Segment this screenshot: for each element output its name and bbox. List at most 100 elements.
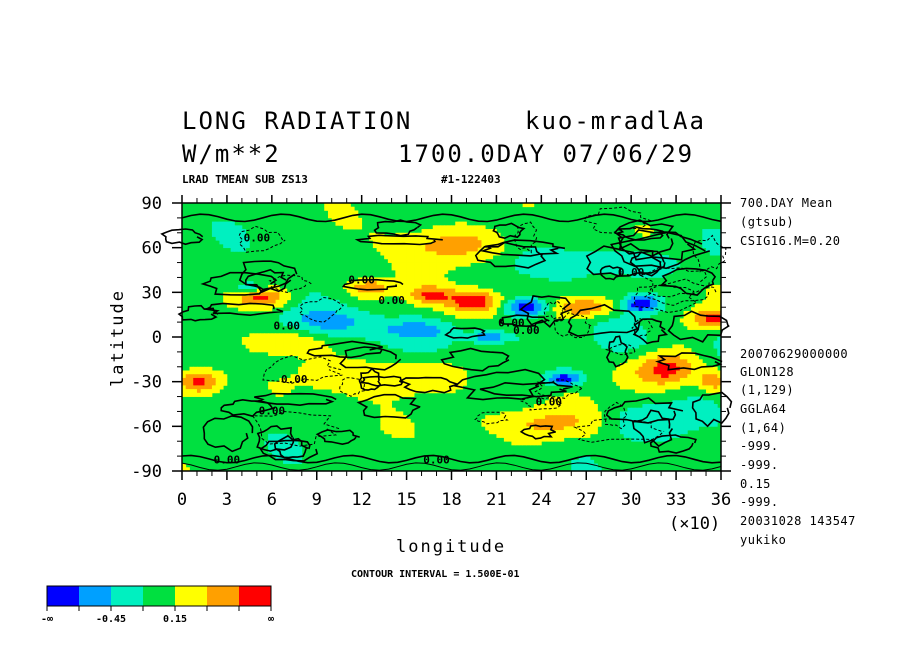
contour-value-label: 0.00: [259, 404, 286, 417]
contour-interval-label: CONTOUR INTERVAL = 1.500E-01: [351, 569, 520, 580]
y-tick-label: 30: [142, 283, 162, 303]
experiment-name: kuo-mradlAa: [525, 107, 706, 135]
contour-value-label: 0.00: [348, 273, 375, 286]
contour-value-label: 0.00: [423, 454, 450, 467]
x-tick-label: 24: [531, 490, 551, 510]
contour-line: [440, 347, 510, 372]
y-tick-label: 60: [142, 239, 162, 259]
contour-line: [631, 409, 674, 448]
contour-line: [632, 318, 669, 345]
contour-line: [572, 418, 665, 443]
side-info-top-0: 700.DAY Mean: [740, 196, 833, 210]
contour-value-label: 0.00: [513, 324, 540, 337]
x-tick-label: 30: [621, 490, 641, 510]
contour-line: [543, 300, 566, 320]
contour-line: [610, 231, 711, 270]
contour-line: [519, 295, 573, 328]
zonal-contour-line: [181, 213, 722, 223]
y-tick-label: -90: [131, 462, 162, 482]
contour-value-label: 0.00: [536, 395, 563, 408]
colorbar-label: ∞: [268, 614, 274, 625]
contour-line: [585, 242, 662, 277]
contour-line: [474, 241, 547, 269]
contour-line: [603, 401, 628, 430]
contour-line: [238, 260, 298, 294]
side-info-missing-1: -999.: [740, 439, 779, 453]
units-label: W/m**2: [182, 140, 281, 168]
side-info-missing-2: -999.: [740, 458, 779, 472]
contour-line: [498, 314, 550, 328]
contour-line: [605, 397, 684, 424]
x-tick-label: 0: [177, 490, 187, 510]
contour-line: [220, 398, 276, 418]
contour-line: [359, 375, 404, 387]
y-tick-label: 90: [142, 194, 162, 214]
contour-line: [534, 379, 583, 399]
colorbar-swatch: [47, 586, 79, 606]
side-info-ggla-range: (1,64): [740, 421, 787, 435]
variable-subtitle: LRAD TMEAN SUB ZS13: [182, 173, 308, 186]
contour-line: [160, 228, 204, 246]
contour-line: [655, 352, 723, 371]
x-tick-label: 27: [576, 490, 596, 510]
side-info-interval: 0.15: [740, 477, 771, 491]
colorbar-swatch: [175, 586, 207, 606]
contour-line: [262, 355, 343, 384]
x-tick-label: 15: [396, 490, 416, 510]
contour-value-label: 0.00: [281, 373, 308, 386]
contour-line: [315, 429, 360, 446]
colorbar-frame: [46, 585, 272, 607]
contour-line: [519, 424, 556, 440]
contour-line: [474, 411, 509, 425]
contour-line: [692, 234, 727, 273]
side-info-missing-3: -999.: [740, 495, 779, 509]
contour-line: [613, 219, 675, 258]
x-tick-label: 12: [351, 490, 371, 510]
x-tick-label: 6: [267, 490, 277, 510]
contour-line: [298, 296, 344, 323]
contour-line: [251, 410, 340, 447]
contour-line: [341, 278, 404, 291]
contour-line: [306, 340, 383, 359]
contour-line: [356, 393, 421, 419]
contour-line: [643, 278, 717, 306]
colorbar-swatch: [207, 586, 239, 606]
contour-value-label: 0.00: [378, 294, 405, 307]
side-info-ggla: GGLA64: [740, 402, 787, 416]
y-tick-label: -60: [131, 417, 162, 437]
side-info-top-2: CSIG16.M=0.20: [740, 234, 841, 248]
x-tick-label: 33: [666, 490, 686, 510]
contour-line: [629, 250, 666, 277]
contour-line: [398, 376, 458, 394]
contour-line: [617, 229, 703, 261]
contour-line: [256, 425, 295, 452]
contour-value-label: 0.00: [244, 232, 271, 245]
side-info-top-1: (gtsub): [740, 215, 795, 229]
x-tick-label: 21: [486, 490, 506, 510]
y-tick-label: -30: [131, 373, 162, 393]
zonal-contour-line: [181, 454, 722, 464]
contour-line: [339, 377, 367, 397]
contour-line: [649, 434, 697, 454]
chart-title: LONG RADIATION: [182, 107, 413, 135]
side-info-created: 20031028 143547: [740, 514, 856, 528]
run-id-subtitle: #1-122403: [441, 173, 501, 186]
colorbar-swatch: [143, 586, 175, 606]
contour-line: [492, 222, 526, 240]
contour-line: [259, 439, 319, 462]
x-tick-label: 18: [441, 490, 461, 510]
contour-line: [200, 271, 278, 296]
contour-line: [567, 303, 641, 337]
contour-value-label: 0.00: [214, 454, 241, 467]
side-info-glon-range: (1,129): [740, 383, 795, 397]
colorbar-swatch: [111, 586, 143, 606]
colorbar-label: -0.45: [96, 614, 126, 625]
x-tick-label: 9: [312, 490, 322, 510]
contour-line: [254, 392, 337, 407]
y-tick-label: 0: [152, 328, 162, 348]
contour-line: [604, 343, 636, 356]
x-tick-label: 36: [711, 490, 731, 510]
zonal-contour-line: [181, 462, 722, 471]
side-info-user: yukiko: [740, 533, 787, 547]
